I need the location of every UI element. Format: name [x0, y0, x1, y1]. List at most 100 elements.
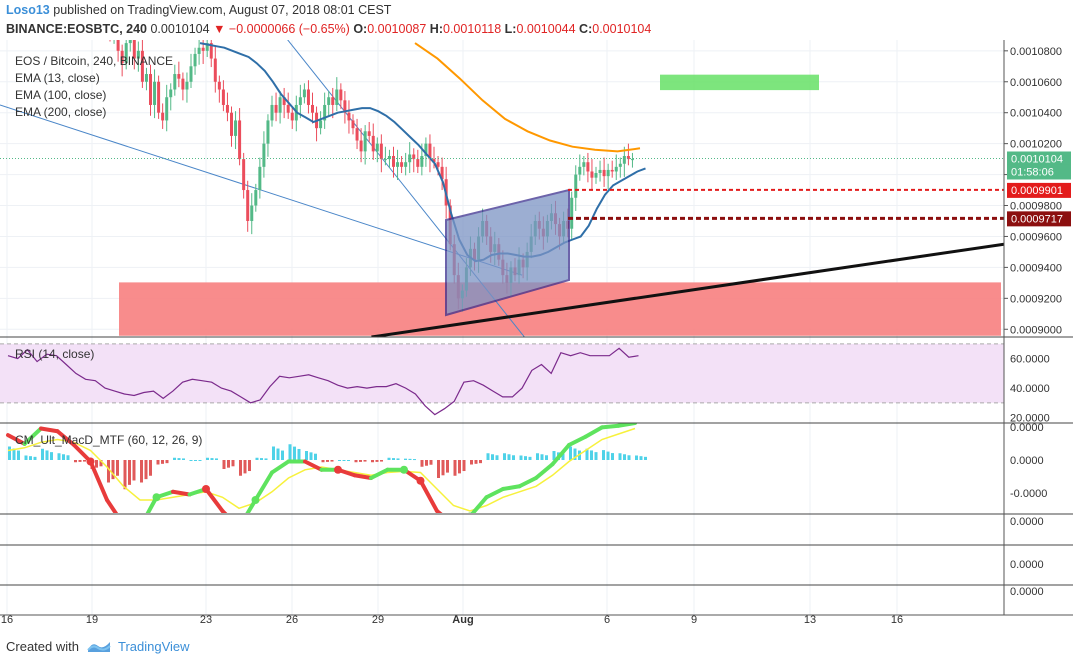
macd-line-segment [105, 498, 119, 513]
macd-histogram-bar [276, 448, 280, 460]
macd-histogram-bar [470, 460, 473, 465]
macd-line-segment [145, 495, 159, 513]
macd-histogram-bar [189, 460, 193, 461]
macd-histogram-bar [272, 446, 275, 460]
candle-body [140, 50, 144, 82]
macd-pane[interactable] [6, 423, 647, 528]
open-value: 0.0010087 [367, 22, 427, 36]
macd-histogram-bar [552, 451, 556, 460]
macd-histogram-bar [8, 446, 11, 460]
price-pane[interactable] [0, 40, 1004, 410]
candle-body [144, 74, 148, 82]
candle-body [614, 166, 618, 172]
price-label-box [1007, 151, 1071, 167]
candle-body [424, 143, 428, 157]
macd-histogram-bar [507, 454, 511, 460]
macd-line-segment [22, 426, 43, 446]
price-label-box [1007, 182, 1071, 198]
rsi-tick-label: 20.0000 [1010, 413, 1050, 425]
candle-body [311, 104, 314, 113]
macd-histogram-bar [33, 456, 37, 460]
macd-histogram-bar [74, 460, 77, 463]
rsi-title: RSI (14, close) [15, 347, 94, 361]
candle-body [387, 156, 391, 160]
price-axis[interactable]: 0.0010800 0.0010600 0.0010400 0.0010200 0.00… [1003, 40, 1071, 615]
rsi-pane[interactable] [0, 343, 1004, 416]
macd-histogram-bar [429, 460, 433, 465]
candle-body [319, 120, 323, 129]
candle-body [185, 81, 189, 90]
macd-histogram-bar [50, 452, 53, 460]
macd-histogram-bar [309, 452, 313, 460]
candle-body [416, 159, 420, 167]
candle-body [278, 97, 282, 113]
macd-line-segment [171, 489, 192, 497]
chart-area[interactable]: EOS / Bitcoin, 240, BINANCE EMA (13, clo… [0, 40, 1073, 628]
candle-body [590, 171, 594, 178]
macd-histogram-bar [128, 460, 131, 485]
macd-line-segment [245, 498, 258, 513]
candle-body [351, 120, 355, 129]
candle-body [630, 159, 634, 161]
macd-histogram-bar [594, 452, 598, 460]
candle-body [124, 43, 128, 64]
candle-body [213, 58, 217, 82]
rsi-band [0, 343, 1004, 403]
macd-histogram-bar [396, 458, 400, 460]
candle-body [355, 128, 359, 141]
macd-histogram-bar [441, 460, 445, 476]
macd-signal-line [7, 427, 636, 512]
candle-body [379, 143, 383, 160]
macd-histogram-bar [528, 456, 532, 460]
macd-line-segment [600, 423, 621, 430]
macd-histogram-bar [486, 453, 490, 460]
high-value: 0.0010118 [443, 22, 502, 36]
macd-line-segment [253, 470, 274, 502]
macd-histogram-bar [569, 446, 572, 460]
macd-histogram-bar [161, 460, 164, 464]
candle-body [622, 156, 626, 164]
time-axis[interactable]: 16 19 23 26 29 Aug 6 9 13 16 [0, 614, 1073, 626]
macd-histogram-bar [173, 457, 176, 460]
author-name[interactable]: Loso13 [6, 3, 50, 17]
macd-histogram-bar [17, 450, 20, 460]
last-price: 0.0010104 [150, 22, 210, 36]
legend-title: EOS / Bitcoin, 240, BINANCE [15, 54, 173, 68]
macd-histogram-bar [41, 448, 44, 460]
macd-histogram-bar [107, 460, 110, 483]
low-label: L: [504, 22, 517, 36]
candle-body [343, 100, 347, 113]
ema13-line [199, 42, 646, 263]
macd-cross-dot [86, 457, 95, 466]
candle-body [120, 50, 124, 64]
candle-body [290, 112, 294, 121]
candle-body [440, 166, 444, 180]
candle-body [392, 156, 395, 167]
candle-body [201, 47, 205, 51]
publish-line: Loso13 published on TradingView.com, Aug… [6, 3, 391, 17]
macd-histogram-bar [12, 448, 16, 460]
macd-histogram-bar [132, 460, 136, 481]
candle-body [209, 43, 213, 59]
x-tick-label: 26 [286, 614, 298, 626]
macd-line-segment [55, 429, 76, 447]
y-tick-label: 0.0010200 [1010, 139, 1062, 151]
candle-body [302, 89, 306, 98]
candle-body [404, 162, 408, 167]
y-tick-label: 0.0009200 [1010, 293, 1062, 305]
candle-body [189, 66, 193, 82]
macd-histogram-bar [182, 458, 185, 460]
macd-histogram-bar [260, 458, 263, 460]
macd-histogram-bar [206, 457, 209, 460]
y-tick-label: 0.0010400 [1010, 108, 1062, 120]
y-tick-label: 0.0010600 [1010, 77, 1062, 89]
macd-histogram-bar [330, 460, 334, 462]
macd-histogram-bar [281, 450, 284, 460]
symbol-label: BINANCE:EOSBTC, 240 [6, 22, 147, 36]
candle-body [323, 104, 327, 121]
macd-histogram-bar [618, 453, 622, 460]
macd-histogram-bar [29, 456, 32, 460]
candle-body [339, 89, 343, 101]
tradingview-brand[interactable]: TradingView [118, 639, 190, 654]
candle-body [128, 40, 132, 44]
